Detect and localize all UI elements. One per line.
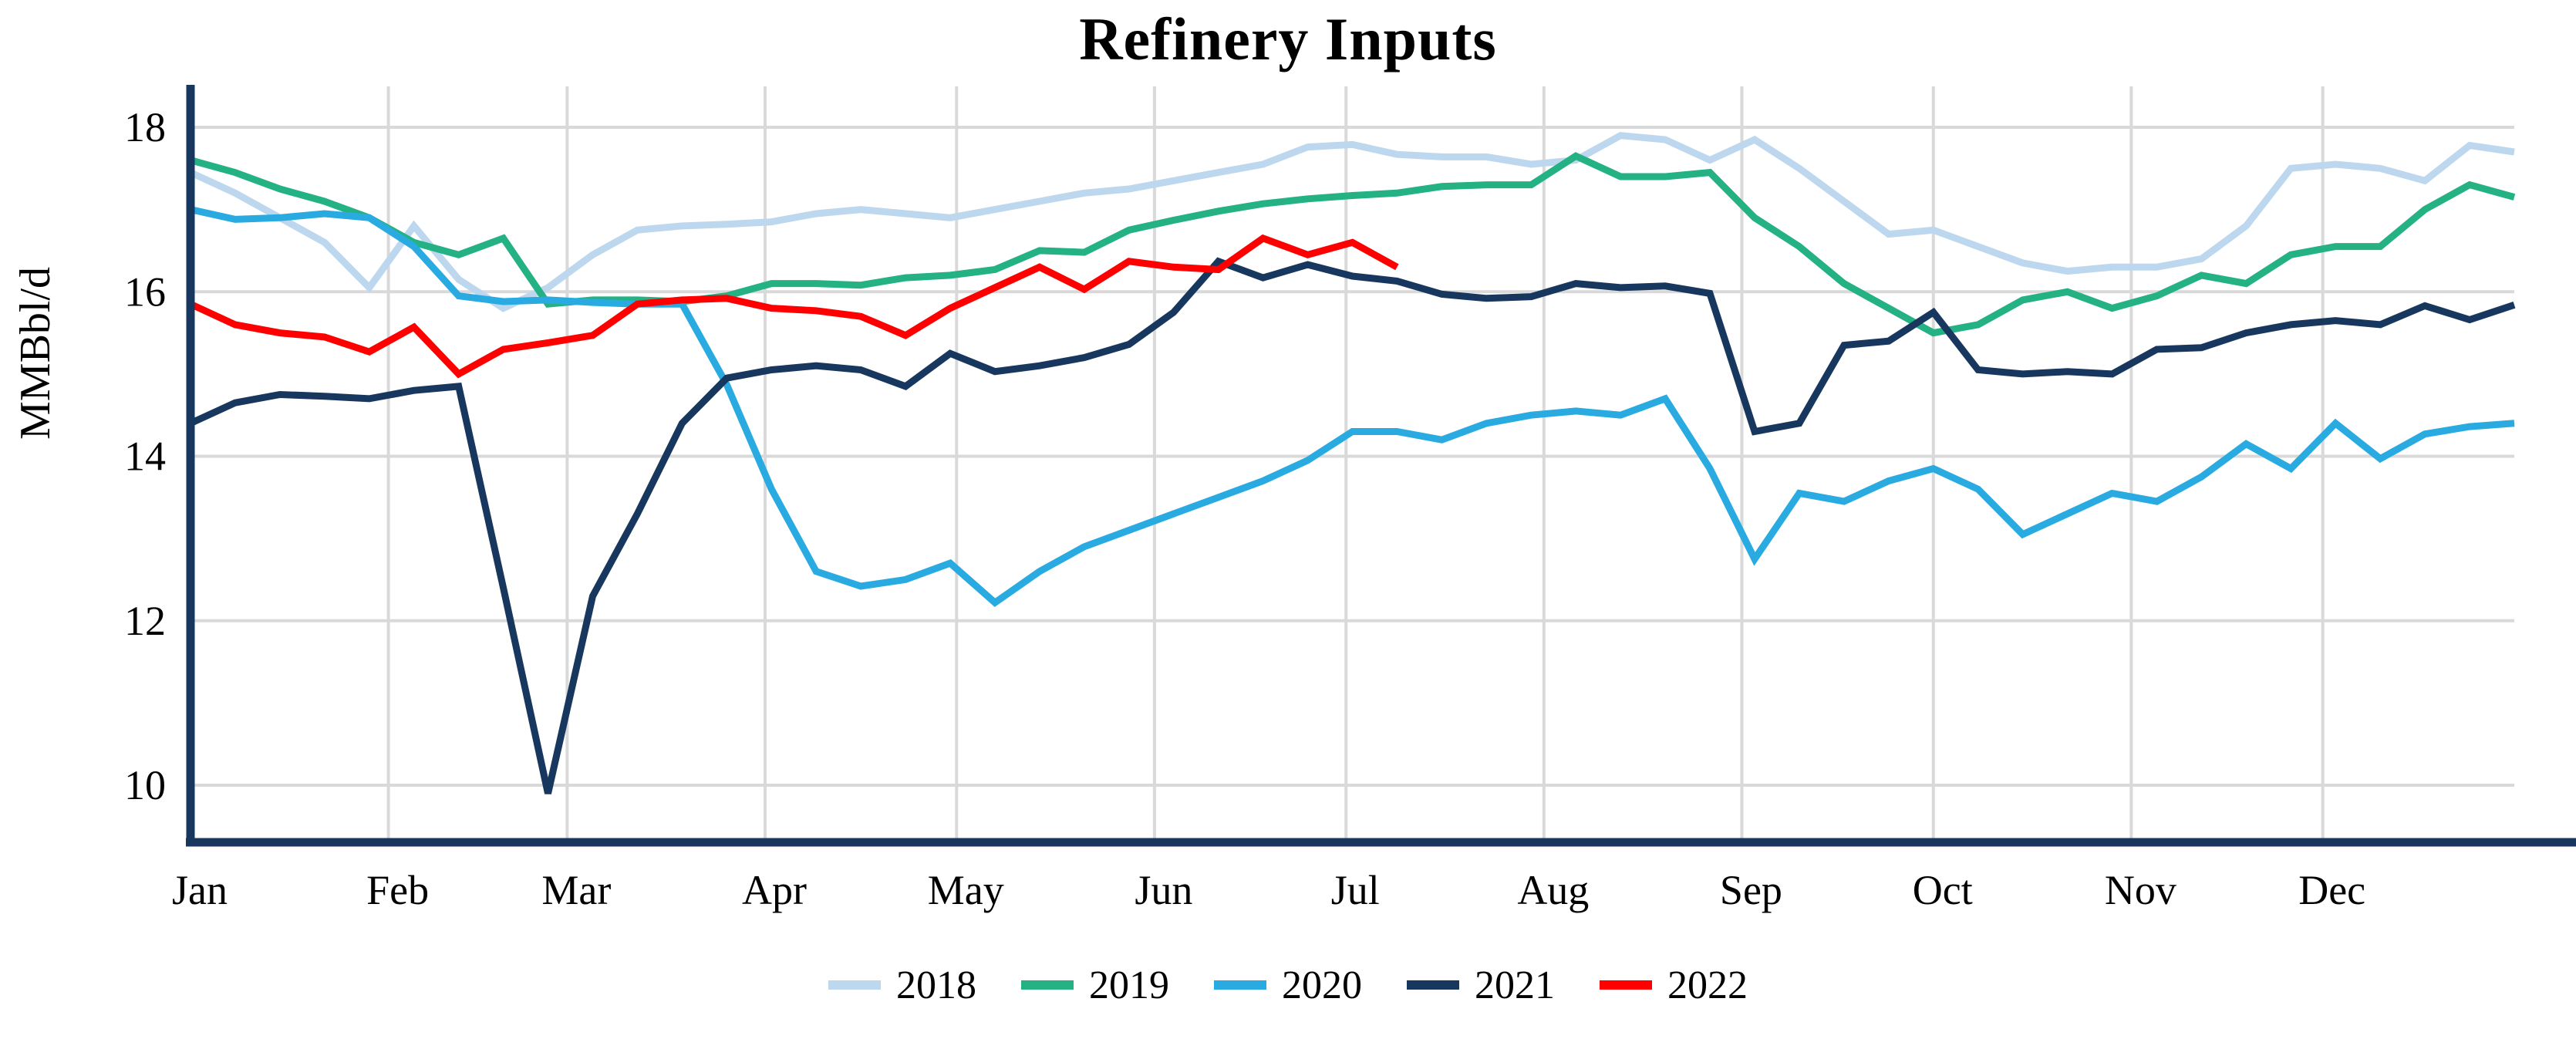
x-label-Dec: Dec <box>2298 867 2365 913</box>
series-line-2018 <box>189 132 2515 312</box>
legend-swatch-2019 <box>1021 980 1074 990</box>
y-tick-12: 12 <box>124 598 166 644</box>
x-label-Aug: Aug <box>1517 867 1589 913</box>
x-label-Feb: Feb <box>366 867 429 913</box>
legend-label-2022: 2022 <box>1667 963 1748 1007</box>
series-line-2021 <box>189 257 2516 794</box>
legend-label-2021: 2021 <box>1475 963 1555 1007</box>
chart-title: Refinery Inputs <box>1079 5 1497 73</box>
x-label-Jan: Jan <box>172 867 228 913</box>
legend-swatch-2022 <box>1600 980 1652 990</box>
legend-swatch-2018 <box>828 980 881 990</box>
y-tick-18: 18 <box>124 104 166 150</box>
y-tick-16: 16 <box>124 268 166 315</box>
x-label-Mar: Mar <box>541 867 611 913</box>
x-label-Oct: Oct <box>1913 867 1973 913</box>
x-label-Apr: Apr <box>742 867 807 913</box>
x-label-Sep: Sep <box>1720 867 1782 913</box>
series-line-2022 <box>189 234 1399 379</box>
legend-label-2019: 2019 <box>1089 963 1169 1007</box>
legend-item-2021: 2021 <box>1407 963 1555 1008</box>
legend-item-2020: 2020 <box>1214 963 1362 1008</box>
legend-item-2022: 2022 <box>1600 963 1748 1008</box>
legend-item-2019: 2019 <box>1021 963 1169 1008</box>
legend-item-2018: 2018 <box>828 963 976 1008</box>
y-tick-10: 10 <box>124 762 166 808</box>
legend-label-2018: 2018 <box>896 963 976 1007</box>
x-label-Jun: Jun <box>1135 867 1192 913</box>
x-label-May: May <box>928 867 1004 913</box>
legend-swatch-2020 <box>1214 980 1266 990</box>
y-tick-14: 14 <box>124 433 166 480</box>
legend: 2018 2019 2020 2021 2022 <box>0 950 2576 1020</box>
legend-swatch-2021 <box>1407 980 1459 990</box>
x-label-Nov: Nov <box>2105 867 2176 913</box>
series-line-2020 <box>190 206 2515 608</box>
x-label-Jul: Jul <box>1331 867 1380 913</box>
legend-label-2020: 2020 <box>1282 963 1362 1007</box>
